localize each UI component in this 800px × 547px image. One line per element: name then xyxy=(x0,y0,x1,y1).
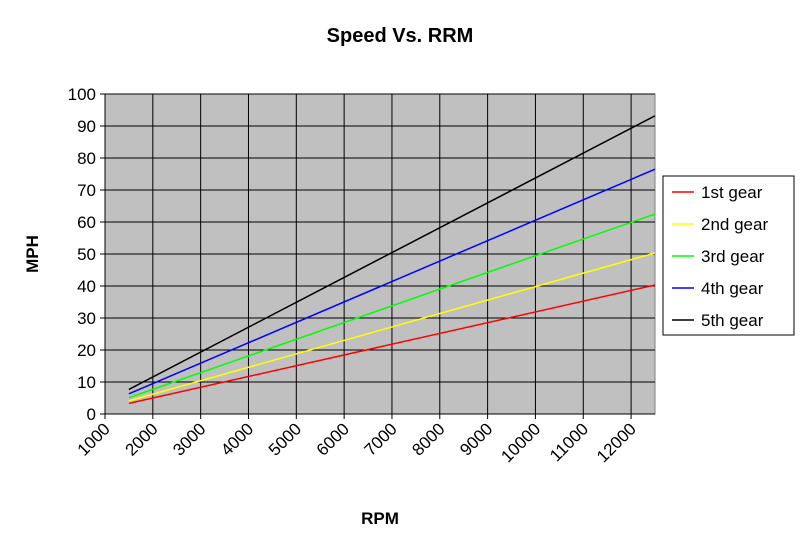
x-axis-title: RPM xyxy=(361,509,399,528)
x-tick-label: 3000 xyxy=(169,419,209,459)
y-tick-label: 90 xyxy=(77,117,96,136)
y-tick-label: 70 xyxy=(77,181,96,200)
x-axis-ticks: 1000 2000 3000 4000 5000 6000 7000 8000 9000 1000… xyxy=(74,419,640,466)
x-tick-label: 12000 xyxy=(593,419,640,466)
y-axis-title: MPH xyxy=(23,235,42,273)
x-tick-label: 5000 xyxy=(265,419,305,459)
x-tick-label: 9000 xyxy=(456,419,496,459)
axes xyxy=(100,93,655,419)
x-tick-label: 4000 xyxy=(217,419,257,459)
chart-title: Speed Vs. RRM xyxy=(327,25,474,47)
legend-items: 1st gear 2nd gear 3rd gear 4th gear 5th gear xyxy=(672,183,768,330)
x-tick-label: 1000 xyxy=(74,419,114,459)
y-tick-label: 50 xyxy=(77,245,96,264)
legend-label-gear-3: 3rd gear xyxy=(701,247,765,266)
series-line-gear-3 xyxy=(128,213,656,399)
series-lines xyxy=(128,115,656,405)
y-tick-label: 60 xyxy=(77,213,96,232)
y-tick-label: 10 xyxy=(77,373,96,392)
x-tick-label: 11000 xyxy=(546,419,592,465)
y-tick-label: 0 xyxy=(87,405,96,424)
y-tick-label: 80 xyxy=(77,149,96,168)
y-tick-label: 40 xyxy=(77,277,96,296)
legend-label-gear-5: 5th gear xyxy=(701,311,764,330)
legend-label-gear-4: 4th gear xyxy=(701,279,764,298)
x-tick-label: 6000 xyxy=(313,419,353,459)
y-tick-label: 20 xyxy=(77,341,96,360)
x-tick-label: 10000 xyxy=(497,419,544,466)
series-line-gear-2 xyxy=(128,252,656,402)
y-axis-ticks: 0 10 20 30 40 50 60 70 80 90 100 xyxy=(68,85,96,424)
series-line-gear-4 xyxy=(128,168,656,395)
series-line-gear-5 xyxy=(128,115,656,391)
legend-label-gear-1: 1st gear xyxy=(701,183,763,202)
legend: 1st gear 2nd gear 3rd gear 4th gear 5th gear xyxy=(662,175,795,336)
series-line-gear-1 xyxy=(128,284,656,405)
x-tick-label: 8000 xyxy=(408,419,448,459)
y-tick-label: 100 xyxy=(68,85,96,104)
legend-label-gear-2: 2nd gear xyxy=(701,215,768,234)
y-tick-label: 30 xyxy=(77,309,96,328)
x-tick-label: 7000 xyxy=(361,419,401,459)
x-tick-label: 2000 xyxy=(121,419,161,459)
